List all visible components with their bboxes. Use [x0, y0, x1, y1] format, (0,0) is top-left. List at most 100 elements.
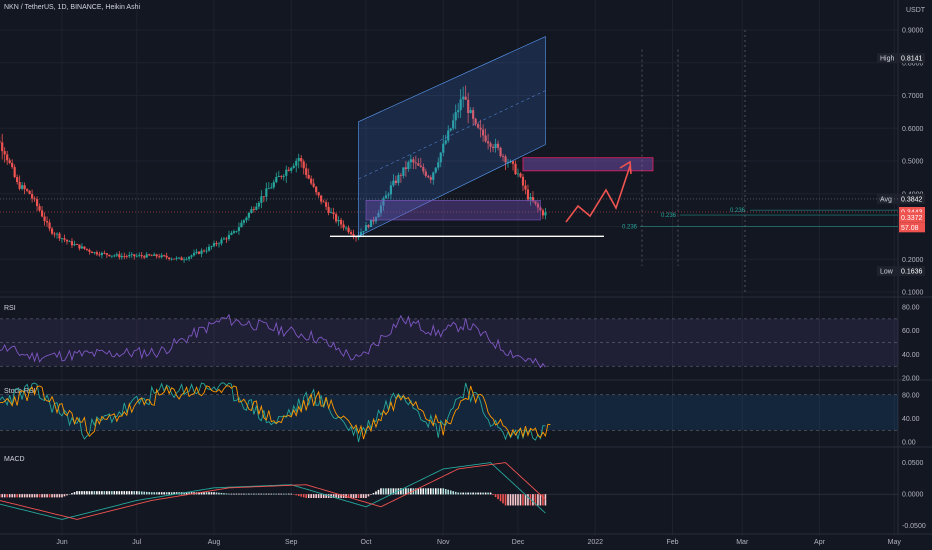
candle-body [63, 238, 66, 240]
price-tick: 0.6000 [902, 126, 924, 133]
rsi-tick: 80.00 [902, 305, 920, 312]
macd-histogram-bar [320, 494, 322, 498]
candle-body [21, 185, 24, 189]
macd-histogram-bar [245, 493, 248, 495]
candle-body [205, 250, 208, 252]
macd-histogram-bar [347, 494, 350, 498]
macd-histogram-bar [484, 492, 487, 495]
candle-body [6, 154, 9, 161]
candle-body [332, 212, 335, 215]
macd-histogram-bar [410, 488, 412, 495]
high-label-bg [877, 53, 897, 64]
macd-histogram-bar [26, 494, 28, 498]
macd-histogram-bar [1, 494, 3, 498]
price-tick: 0.8000 [902, 60, 924, 67]
macd-tick: 0.0500 [902, 460, 924, 467]
candle-body [292, 165, 295, 168]
candle-body [195, 251, 198, 253]
candle-body [78, 244, 81, 249]
candle-body [118, 254, 121, 258]
candle-body [237, 227, 241, 231]
macd-histogram-bar [489, 492, 492, 495]
macd-histogram-bar [23, 494, 26, 498]
candle-body [153, 254, 156, 256]
candle-body [182, 259, 186, 261]
candle-body [300, 158, 303, 162]
low-value: 0.1636 [901, 269, 923, 276]
macd-histogram-bar [392, 488, 395, 495]
macd-histogram-bar [482, 492, 484, 495]
supply-zone [522, 157, 654, 172]
candle-body [165, 255, 168, 258]
macd-histogram-bar [28, 494, 31, 498]
candle-body [524, 185, 527, 190]
macd-histogram-bar [106, 491, 108, 495]
macd-histogram-bar [307, 494, 310, 498]
candle-body [80, 246, 84, 249]
candle-body [220, 239, 223, 244]
candle-body [98, 254, 101, 256]
macd-histogram-bar [277, 493, 280, 495]
candle-body [175, 257, 178, 259]
candle-body [85, 248, 89, 250]
macd-histogram-bar [160, 492, 163, 495]
candle-body [28, 190, 31, 195]
macd-pane-label: MACD [4, 456, 25, 463]
macd-histogram-bar [502, 494, 504, 504]
macd-histogram-bar [218, 492, 220, 495]
candle-body [312, 183, 315, 187]
candle-body [230, 232, 233, 235]
candle-body [290, 167, 293, 171]
macd-histogram-bar [539, 494, 542, 506]
candle-body [23, 185, 26, 190]
candle-body [235, 230, 238, 232]
macd-histogram-bar [439, 488, 442, 495]
candle-body [364, 225, 368, 232]
macd-histogram-bar [287, 493, 290, 495]
macd-histogram-bar [474, 492, 477, 495]
macd-histogram-bar [175, 492, 178, 495]
candle-body [462, 96, 465, 100]
time-tick: Feb [666, 539, 678, 546]
fib-label-3: 0.236 [730, 208, 746, 214]
macd-histogram-bar [499, 494, 502, 502]
macd-histogram-bar [395, 488, 397, 495]
macd-histogram-bar [198, 492, 200, 495]
candle-body [232, 231, 236, 233]
candle-body [282, 175, 285, 177]
candle-body [105, 253, 108, 255]
macd-histogram-bar [375, 491, 377, 495]
candle-body [113, 255, 116, 257]
close-price-tag-bg [899, 212, 925, 223]
price-tick: 0.2000 [902, 257, 924, 264]
macd-histogram-bar [91, 491, 93, 495]
candle-body [349, 232, 353, 235]
candle-body [409, 159, 412, 163]
macd-histogram-bar [390, 488, 392, 495]
macd-histogram-bar [310, 494, 312, 498]
candle-body [534, 201, 537, 204]
candle-body [394, 180, 398, 183]
macd-histogram-bar [360, 494, 362, 498]
time-tick: Aug [208, 539, 221, 546]
candle-body [275, 176, 278, 183]
demand-zone [365, 200, 541, 221]
candle-body [344, 227, 348, 229]
macd-histogram-bar [350, 494, 352, 498]
macd-histogram-bar [335, 494, 337, 498]
macd-histogram-bar [228, 493, 230, 495]
candle-body [489, 143, 492, 147]
candle-body [26, 189, 29, 191]
candle-body [352, 234, 355, 237]
rsi-band [0, 318, 898, 367]
macd-histogram-bar [457, 492, 459, 495]
macd-histogram-bar [130, 491, 133, 495]
candles [0, 85, 547, 263]
candle-body [70, 241, 74, 246]
candle-body [459, 99, 462, 111]
macd-histogram-bar [255, 493, 258, 495]
macd-histogram-bar [300, 494, 303, 497]
macd-histogram-bar [173, 492, 175, 495]
candle-body [417, 163, 420, 166]
